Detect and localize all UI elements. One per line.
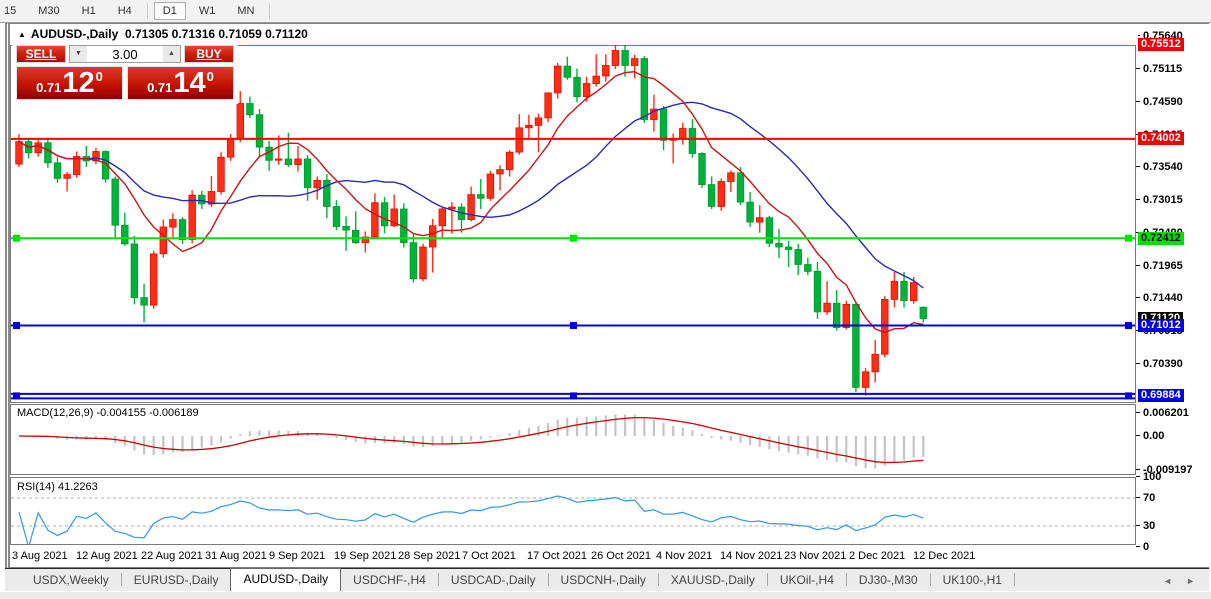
ask-price-prefix: 0.71 [147,80,173,95]
price-axis-tick: 0.75115 [1136,63,1182,76]
price-level-badge: 0.71012 [1138,319,1184,332]
rsi-label: RSI(14) 41.2263 [17,481,98,493]
chart-ohlc-values: 0.71305 0.71316 0.71059 0.71120 [124,27,308,41]
toolbar-separator [269,3,271,19]
date-axis-label: 3 Aug 2021 [12,550,68,562]
date-axis-label: 4 Nov 2021 [656,550,713,562]
tab-usdcad-daily[interactable]: USDCAD-,Daily [450,573,536,587]
date-axis-label: 12 Aug 2021 [76,550,138,562]
tab-dj30-m30[interactable]: DJ30-,M30 [858,573,918,587]
chart-symbol-label: AUDUSD-,Daily [30,27,119,41]
date-axis-label: 19 Sep 2021 [334,550,397,562]
tab-usdcnh-daily[interactable]: USDCNH-,Daily [560,573,646,587]
rsi-axis-tick: 100 [1136,471,1161,484]
rsi-axis-tick: 0 [1136,541,1149,554]
tab-scroll-left-icon[interactable]: ◄ [1163,576,1173,586]
ask-price-button[interactable]: 0.71 14 0 [127,66,234,100]
tab-eurusd-daily[interactable]: EURUSD-,Daily [133,573,219,587]
rsi-axis-tick: 70 [1136,492,1155,505]
macd-axis-tick: 0.006201 [1136,407,1189,420]
tab-separator [657,573,659,586]
tab-audusd-daily[interactable]: AUDUSD-,Daily [230,568,342,592]
date-axis-label: 17 Oct 2021 [527,550,587,562]
price-level-badge: 0.74002 [1138,132,1184,145]
tab-separator [845,573,847,586]
tab-ukoil-h4[interactable]: UKOil-,H4 [779,573,834,587]
date-axis[interactable]: 3 Aug 2021 12 Aug 2021 22 Aug 2021 31 Aug 2… [10,548,1136,566]
tab-scroll-arrows: ◄ ► [1163,576,1195,586]
macd-axis-tick: 0.00 [1136,430,1164,443]
ask-price-big: 14 [173,67,206,99]
bottom-strip [0,591,1211,599]
date-axis-label: 2 Dec 2021 [849,550,906,562]
volume-increase-button[interactable]: ▲ [163,46,180,62]
date-axis-label: 26 Oct 2021 [591,550,651,562]
tab-separator [120,573,122,586]
tab-xauusd-daily[interactable]: XAUUSD-,Daily [670,573,755,587]
date-axis-label: 23 Nov 2021 [784,550,847,562]
bid-price-button[interactable]: 0.71 12 0 [16,66,123,100]
price-level-badge: 0.75512 [1138,38,1184,51]
price-axis-tick: 0.71965 [1136,260,1183,273]
rsi-axis-tick: 30 [1136,520,1155,533]
macd-label: MACD(12,26,9) -0.004155 -0.006189 [17,407,199,419]
chart-title: ▲ AUDUSD-,Daily 0.71305 0.71316 0.71059 0… [10,24,1138,45]
macd-axis-tick: -0.009197 [1136,464,1193,477]
tab-separator [929,573,931,586]
tab-separator [1013,573,1015,586]
tab-separator [547,573,549,586]
timeframe-button-w1[interactable]: W1 [198,5,216,17]
bid-price-sup: 0 [95,69,103,84]
tab-usdchf-h4[interactable]: USDCHF-,H4 [353,573,426,587]
timeframe-button-mn[interactable]: MN [237,5,255,17]
timeframe-button-h4[interactable]: H4 [117,5,132,17]
volume-stepper: ▼ ▲ [69,45,181,63]
price-axis-tick: 0.71440 [1136,292,1183,305]
date-axis-label: 31 Aug 2021 [205,550,267,562]
tab-scroll-right-icon[interactable]: ► [1186,576,1195,586]
date-axis-label: 9 Sep 2021 [269,550,326,562]
chart-window: ▲ AUDUSD-,Daily 0.71305 0.71316 0.71059 0… [5,23,1211,568]
date-axis-label: 28 Sep 2021 [398,550,461,562]
price-axis-tick: 0.73015 [1136,194,1183,207]
sell-button[interactable]: SELL [16,45,66,63]
tab-separator [766,573,768,586]
date-axis-label: 22 Aug 2021 [141,550,203,562]
bid-price-prefix: 0.71 [36,80,62,95]
tab-separator [437,573,439,586]
price-axis[interactable]: 0.756400.751150.745900.740650.735400.730… [1136,24,1211,567]
price-axis-tick: 0.70390 [1136,358,1183,371]
price-level-badge: 0.69884 [1138,389,1184,402]
one-click-trading-panel: SELL ▼ ▲ BUY 0.71 12 0 0.71 14 0 [12,42,238,104]
timeframe-button-h1[interactable]: H1 [81,5,96,17]
timeframe-button-15[interactable]: 15 [4,5,17,17]
tab-uk100-h1[interactable]: UK100-,H1 [942,573,1002,587]
price-axis-tick: 0.74590 [1136,96,1183,109]
date-axis-label: 14 Nov 2021 [720,550,783,562]
tab-usdx-weekly[interactable]: USDX,Weekly [33,573,109,587]
bid-price-big: 12 [62,67,95,99]
volume-decrease-button[interactable]: ▼ [70,46,87,62]
volume-input[interactable] [87,46,163,62]
price-level-badge: 0.72412 [1138,232,1184,245]
ask-price-sup: 0 [206,69,214,84]
price-chart[interactable] [10,24,1136,572]
date-axis-label: 12 Dec 2021 [913,550,976,562]
toolbar-separator [146,3,148,19]
collapse-arrow-icon[interactable]: ▲ [18,30,26,39]
timeframe-toolbar: 15 M30 H1 H4 D1 W1 MN [0,0,1211,23]
timeframe-button-d1[interactable]: D1 [153,2,186,20]
buy-button[interactable]: BUY [184,45,234,63]
chart-tab-bar: USDX,Weekly EURUSD-,Daily AUDUSD-,Daily USD… [5,568,1209,592]
timeframe-button-m30[interactable]: M30 [38,5,60,17]
price-axis-tick: 0.73540 [1136,161,1183,174]
date-axis-label: 7 Oct 2021 [462,550,516,562]
